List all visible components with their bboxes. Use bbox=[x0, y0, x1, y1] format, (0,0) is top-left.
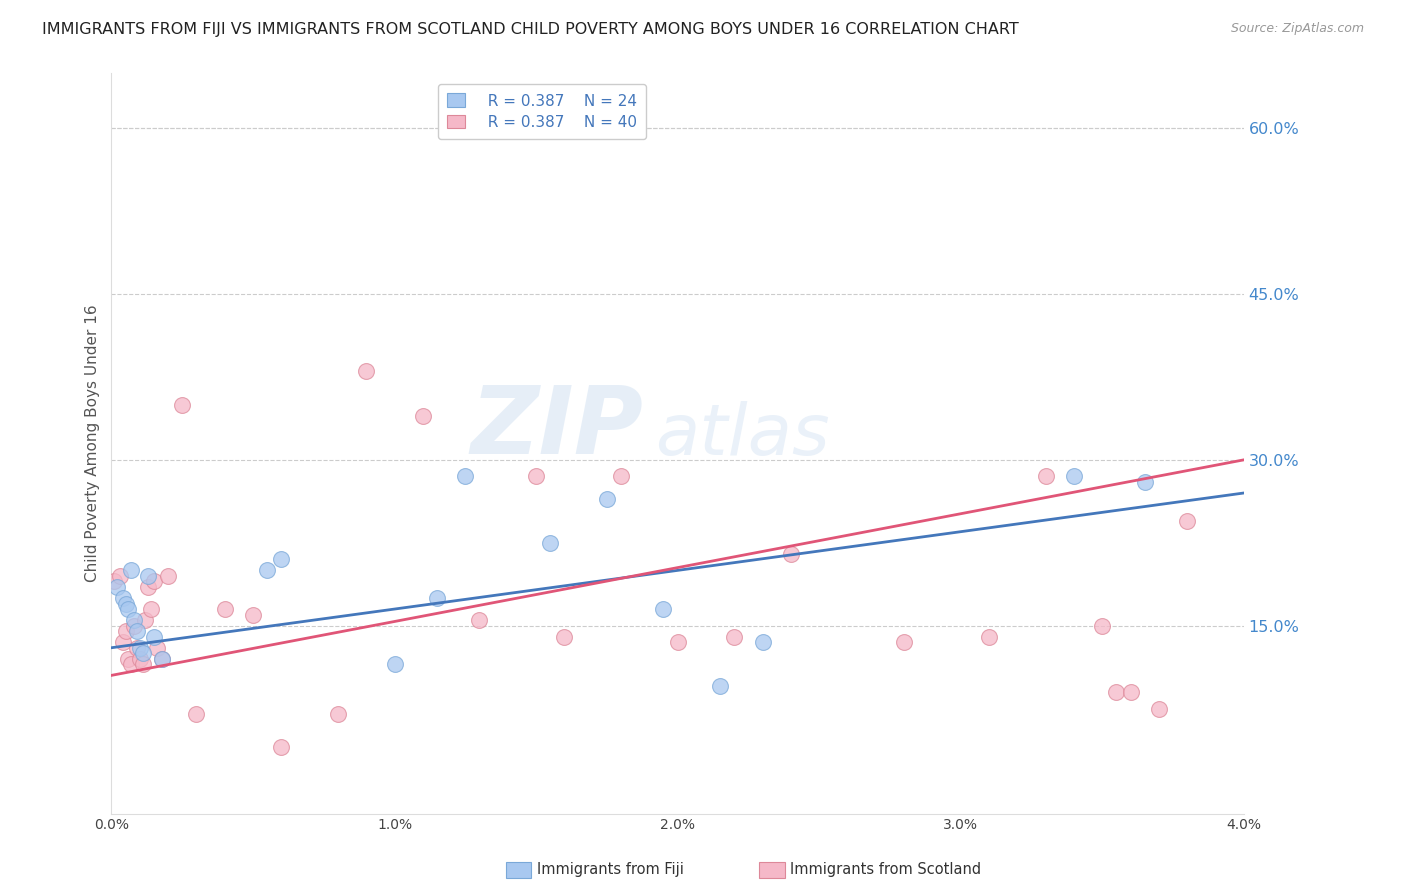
Point bbox=[893, 635, 915, 649]
Point bbox=[242, 607, 264, 622]
Point bbox=[256, 563, 278, 577]
Text: Immigrants from Scotland: Immigrants from Scotland bbox=[790, 863, 981, 877]
Point bbox=[751, 635, 773, 649]
Point bbox=[412, 409, 434, 423]
Point bbox=[1147, 701, 1170, 715]
Point bbox=[1035, 469, 1057, 483]
Point bbox=[114, 624, 136, 639]
Point bbox=[780, 547, 803, 561]
Point bbox=[666, 635, 689, 649]
Point bbox=[136, 580, 159, 594]
Point bbox=[977, 630, 1000, 644]
Point bbox=[150, 652, 173, 666]
Point bbox=[610, 469, 633, 483]
Point bbox=[103, 574, 125, 589]
Point bbox=[128, 652, 150, 666]
Point bbox=[142, 574, 165, 589]
Point bbox=[596, 491, 619, 506]
Point bbox=[384, 657, 406, 672]
Point bbox=[117, 602, 139, 616]
Point bbox=[1175, 514, 1198, 528]
Point bbox=[426, 591, 449, 605]
Point bbox=[134, 613, 156, 627]
Point bbox=[150, 652, 173, 666]
Text: atlas: atlas bbox=[655, 401, 830, 470]
Point bbox=[114, 597, 136, 611]
Text: Source: ZipAtlas.com: Source: ZipAtlas.com bbox=[1230, 22, 1364, 36]
Point bbox=[122, 613, 145, 627]
Point bbox=[524, 469, 547, 483]
Point bbox=[157, 569, 180, 583]
Text: Immigrants from Fiji: Immigrants from Fiji bbox=[537, 863, 683, 877]
Point bbox=[1105, 685, 1128, 699]
Point bbox=[354, 364, 377, 378]
Point bbox=[120, 563, 142, 577]
Point bbox=[128, 640, 150, 655]
Point bbox=[111, 591, 134, 605]
Point bbox=[136, 569, 159, 583]
Point bbox=[172, 398, 194, 412]
Text: IMMIGRANTS FROM FIJI VS IMMIGRANTS FROM SCOTLAND CHILD POVERTY AMONG BOYS UNDER : IMMIGRANTS FROM FIJI VS IMMIGRANTS FROM … bbox=[42, 22, 1019, 37]
Point bbox=[108, 569, 131, 583]
Point bbox=[117, 652, 139, 666]
Point bbox=[122, 618, 145, 632]
Point bbox=[120, 657, 142, 672]
Point bbox=[214, 602, 236, 616]
Y-axis label: Child Poverty Among Boys Under 16: Child Poverty Among Boys Under 16 bbox=[86, 304, 100, 582]
Point bbox=[538, 535, 561, 549]
Legend:   R = 0.387    N = 24,   R = 0.387    N = 40: R = 0.387 N = 24, R = 0.387 N = 40 bbox=[437, 85, 645, 139]
Point bbox=[723, 630, 745, 644]
Point bbox=[139, 602, 162, 616]
Point bbox=[131, 657, 153, 672]
Point bbox=[454, 469, 477, 483]
Point bbox=[468, 613, 491, 627]
Point bbox=[553, 630, 575, 644]
Point bbox=[1119, 685, 1142, 699]
Point bbox=[145, 640, 167, 655]
Point bbox=[326, 707, 349, 722]
Point bbox=[105, 580, 128, 594]
Point bbox=[709, 680, 731, 694]
Point bbox=[1091, 618, 1114, 632]
Point bbox=[652, 602, 675, 616]
Point bbox=[1133, 475, 1156, 489]
Point bbox=[142, 630, 165, 644]
Point bbox=[125, 640, 148, 655]
Point bbox=[270, 552, 292, 566]
Point bbox=[186, 707, 208, 722]
Text: ZIP: ZIP bbox=[471, 383, 644, 475]
Point bbox=[111, 635, 134, 649]
Point bbox=[270, 740, 292, 755]
Point bbox=[131, 646, 153, 660]
Point bbox=[1063, 469, 1085, 483]
Point bbox=[125, 624, 148, 639]
